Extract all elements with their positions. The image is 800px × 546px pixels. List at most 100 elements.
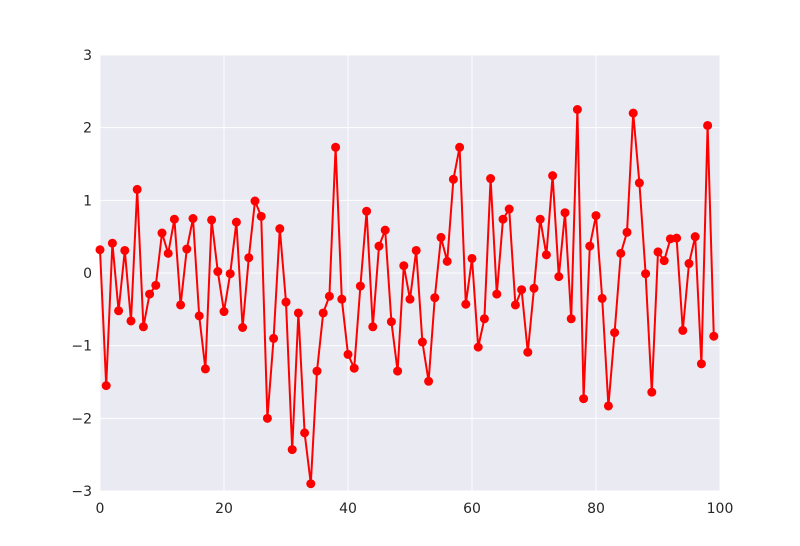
data-point	[479, 314, 489, 324]
data-point	[269, 333, 279, 343]
data-point	[337, 294, 347, 304]
data-point	[281, 297, 291, 307]
data-point	[535, 214, 545, 224]
x-tick-label: 0	[96, 501, 105, 517]
data-point	[498, 214, 508, 224]
data-point	[225, 269, 235, 279]
data-point	[331, 142, 341, 152]
data-point	[262, 413, 272, 423]
y-tick-label: 1	[83, 193, 92, 209]
data-point	[696, 359, 706, 369]
data-point	[653, 247, 663, 257]
data-point	[399, 261, 409, 271]
data-point	[343, 349, 353, 359]
data-point	[566, 314, 576, 324]
data-point	[355, 281, 365, 291]
data-point	[244, 253, 254, 263]
data-point	[182, 244, 192, 254]
data-point	[430, 293, 440, 303]
data-point	[256, 211, 266, 221]
data-point	[703, 120, 713, 130]
data-point	[114, 306, 124, 316]
data-point	[517, 285, 527, 295]
data-point	[380, 225, 390, 235]
data-point	[188, 214, 198, 223]
data-point	[151, 280, 161, 290]
data-point	[200, 364, 210, 374]
data-point	[368, 322, 378, 332]
data-point	[275, 224, 285, 234]
data-point	[603, 401, 613, 411]
data-point	[672, 233, 682, 243]
y-tick-label: 0	[83, 266, 92, 282]
data-point	[473, 342, 483, 352]
data-point	[448, 174, 458, 184]
data-point	[504, 204, 514, 214]
data-point	[678, 325, 688, 335]
data-point	[597, 293, 607, 303]
x-tick-label: 20	[215, 501, 233, 517]
data-point	[101, 381, 111, 391]
data-point	[647, 387, 657, 397]
data-point	[194, 311, 204, 321]
data-point	[374, 241, 384, 251]
data-point	[138, 322, 148, 332]
data-point	[529, 283, 539, 293]
data-point	[641, 269, 651, 279]
data-point	[250, 196, 260, 206]
data-point	[207, 215, 217, 225]
data-point	[132, 184, 142, 194]
data-point	[300, 428, 310, 438]
data-point	[362, 206, 372, 216]
data-point	[176, 300, 186, 310]
x-tick-label: 100	[707, 501, 734, 517]
data-point	[684, 259, 694, 269]
data-point	[424, 376, 434, 386]
data-point	[523, 347, 533, 357]
data-point	[560, 208, 570, 218]
y-tick-labels: −3 −2 −1 0 1 2 3	[71, 48, 92, 500]
data-point	[634, 178, 644, 188]
data-point	[690, 232, 700, 242]
data-point	[486, 174, 496, 184]
data-point	[554, 272, 564, 282]
series-layer	[95, 105, 719, 489]
series-line	[99, 108, 715, 485]
data-point	[312, 366, 322, 376]
data-point	[442, 256, 452, 266]
x-tick-label: 60	[463, 501, 481, 517]
data-point	[548, 171, 558, 181]
data-point	[145, 289, 155, 299]
data-point	[709, 331, 719, 341]
data-point	[622, 227, 632, 237]
data-point	[461, 299, 471, 309]
y-tick-label: 2	[83, 121, 92, 137]
data-point	[616, 248, 626, 258]
data-point	[417, 337, 427, 347]
data-point	[120, 245, 130, 255]
data-point	[213, 267, 223, 277]
data-point	[163, 248, 173, 258]
data-point	[293, 308, 303, 318]
data-point	[541, 250, 551, 260]
data-point	[659, 256, 669, 266]
data-point	[628, 108, 638, 118]
data-point	[324, 291, 334, 301]
data-point	[436, 232, 446, 242]
data-point	[157, 228, 167, 238]
data-point	[238, 323, 248, 332]
data-point	[95, 245, 105, 255]
y-tick-label: −2	[71, 411, 92, 427]
data-point	[169, 214, 179, 224]
data-point	[318, 308, 328, 318]
data-point	[492, 289, 502, 299]
y-tick-label: −3	[71, 484, 92, 500]
data-point	[510, 300, 520, 310]
y-tick-label: −1	[71, 339, 92, 355]
data-point	[467, 253, 477, 263]
data-point	[287, 445, 297, 455]
data-point	[349, 363, 359, 373]
data-point	[231, 217, 241, 227]
data-point	[585, 241, 595, 251]
